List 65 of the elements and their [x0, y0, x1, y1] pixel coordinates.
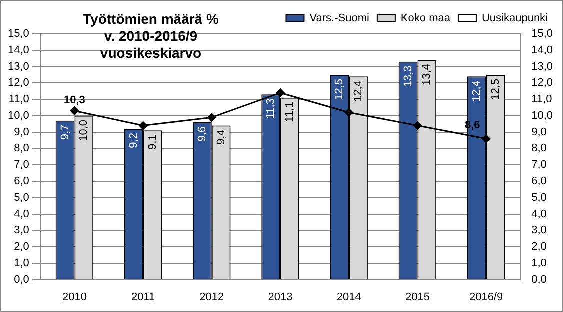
y-tick-label: 5,0: [14, 192, 30, 204]
x-tick-label: 2010: [62, 291, 87, 304]
point: [276, 88, 285, 98]
y-tick-label: 11,0: [8, 94, 30, 106]
point: [208, 113, 216, 122]
data-label: 9,1: [146, 134, 159, 150]
y-tick-label: 8,0: [14, 142, 30, 155]
y-tick-label: 7,0: [14, 159, 30, 172]
y2-tick-label: 5,0: [532, 192, 547, 204]
data-label: 9,4: [215, 130, 228, 146]
y-tick-label: 9,0: [14, 126, 30, 138]
y2-tick-label: 7,0: [532, 159, 547, 172]
x-tick-label: 2015: [405, 291, 430, 304]
y2-tick-label: 12,0: [532, 77, 554, 90]
data-label: 11,3: [265, 98, 278, 120]
x-tick-label: 2013: [268, 291, 293, 304]
y2-tick-label: 3,0: [532, 224, 547, 237]
y2-tick-label: 10,0: [532, 110, 554, 122]
y2-tick-label: 0,0: [532, 274, 547, 286]
point: [482, 134, 491, 144]
y2-tick-label: 15,0: [532, 28, 554, 40]
y2-tick-label: 13,0: [532, 60, 554, 73]
y-tick-label: 2,0: [14, 241, 30, 254]
y2-tick-label: 4,0: [532, 208, 547, 220]
legend-label: Uusikaupunki: [482, 12, 548, 25]
y2-tick-label: 14,0: [532, 44, 554, 56]
data-label: 11,1: [284, 102, 296, 122]
y-tick-label: 1,0: [14, 257, 30, 270]
legend-label: Vars.-Suomi: [310, 12, 370, 25]
data-label: 12,5: [334, 78, 346, 100]
point: [139, 122, 148, 130]
y-tick-label: 3,0: [14, 224, 30, 237]
data-label: 9,7: [59, 124, 72, 140]
x-tick-label: 2012: [200, 291, 224, 304]
y2-tick-label: 2,0: [532, 241, 547, 254]
data-label: 12,4: [352, 80, 365, 102]
y2-tick-label: 8,0: [532, 142, 547, 155]
x-tick-label: 2011: [131, 291, 156, 304]
point: [413, 122, 422, 130]
y2-tick-label: 11,0: [532, 94, 552, 106]
y2-tick-label: 1,0: [532, 257, 547, 270]
data-label: 10,0: [78, 120, 90, 142]
y-tick-label: 13,0: [8, 60, 30, 73]
legend-label: Koko maa: [400, 12, 452, 25]
y-tick-label: 4,0: [14, 208, 30, 220]
data-label: 9,6: [196, 126, 208, 142]
y-tick-label: 15,0: [8, 28, 30, 40]
data-label: 12,5: [490, 78, 502, 100]
chart-title: Työttömien määrä % v. 2010-2016/9 vuosikeskiarvo: [82, 11, 220, 62]
data-label: 9,2: [128, 133, 140, 148]
y-tick-label: 12,0: [8, 77, 30, 90]
y-tick-label: 0,0: [14, 274, 30, 286]
data-label: 13,4: [421, 64, 434, 86]
point: [70, 106, 79, 116]
y-tick-label: 6,0: [14, 176, 30, 188]
data-label: 10,3: [64, 94, 86, 107]
x-tick-label: 2016/9: [469, 291, 504, 304]
y-tick-label: 10,0: [8, 110, 30, 122]
y2-tick-label: 6,0: [532, 176, 547, 188]
data-label: 12,4: [470, 80, 483, 102]
data-label: 13,3: [402, 66, 414, 88]
x-tick-label: 2014: [336, 291, 362, 304]
point: [344, 108, 354, 117]
y2-tick-label: 9,0: [532, 126, 547, 138]
y-tick-label: 14,0: [8, 44, 30, 56]
